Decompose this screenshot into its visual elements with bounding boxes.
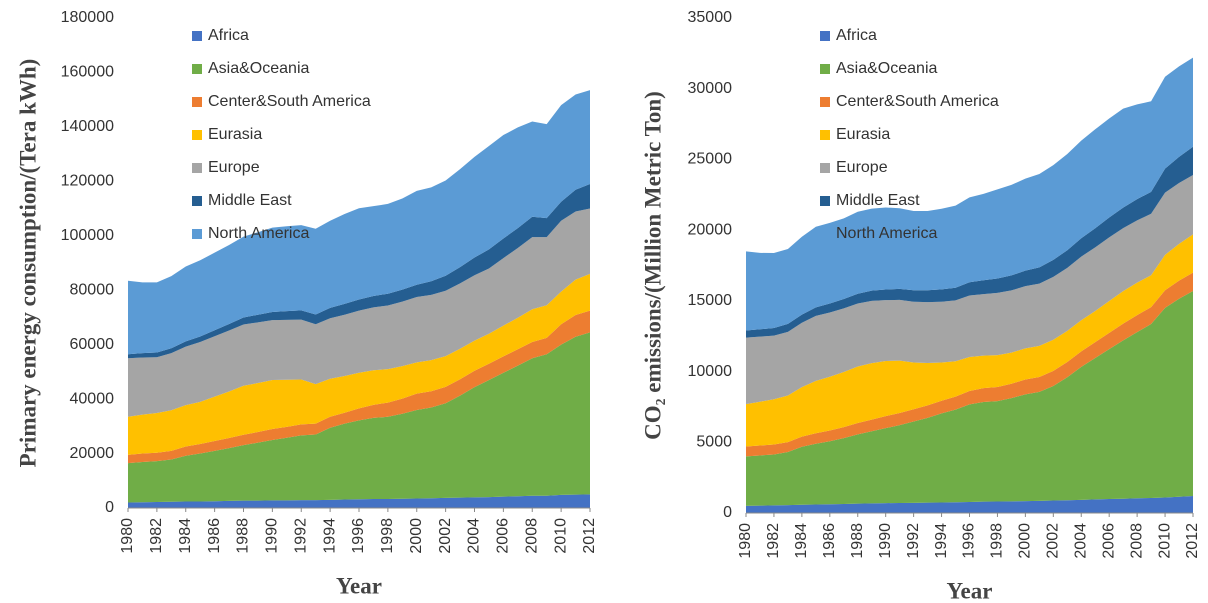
x-tick-label: 1998 bbox=[379, 518, 396, 554]
y-tick-label: 40000 bbox=[70, 390, 115, 407]
x-tick-label: 1984 bbox=[177, 518, 194, 554]
y-tick-label: 160000 bbox=[61, 64, 114, 81]
legend-label: Europe bbox=[208, 159, 260, 176]
y-tick-label: 25000 bbox=[688, 151, 733, 168]
x-tick-label: 2012 bbox=[1184, 523, 1201, 559]
x-tick-label: 1994 bbox=[321, 518, 338, 554]
y-tick-label: 0 bbox=[105, 499, 114, 516]
legend-label: Asia&Oceania bbox=[208, 60, 309, 77]
area bbox=[128, 332, 590, 503]
x-tick-label: 1982 bbox=[765, 523, 782, 559]
y-tick-label: 120000 bbox=[61, 173, 114, 190]
x-tick-label: 1992 bbox=[905, 523, 922, 559]
x-tick-label: 2002 bbox=[1045, 523, 1062, 559]
legend-label: Center&South America bbox=[836, 93, 999, 110]
legend-swatch bbox=[192, 163, 202, 173]
legend-swatch bbox=[192, 97, 202, 107]
area bbox=[746, 57, 1193, 331]
legend-swatch bbox=[820, 163, 830, 173]
legend-label: North America bbox=[208, 225, 309, 242]
legend-label: Eurasia bbox=[836, 126, 890, 143]
legend-label: Europe bbox=[836, 159, 888, 176]
x-tick-label: 2000 bbox=[408, 518, 425, 554]
legend-swatch bbox=[820, 130, 830, 140]
legend-swatch bbox=[820, 64, 830, 74]
y-axis-title: CO₂ emissions/(Million Metric Ton) bbox=[640, 91, 665, 440]
y-tick-label: 30000 bbox=[688, 80, 733, 97]
y-tick-label: 60000 bbox=[70, 336, 115, 353]
y-tick-label: 100000 bbox=[61, 227, 114, 244]
x-axis-title: Year bbox=[336, 573, 382, 598]
legend-label: Center&South America bbox=[208, 93, 371, 110]
x-tick-label: 1996 bbox=[350, 518, 367, 554]
y-axis-title: Primary energy consumption/(Tera kWh) bbox=[15, 59, 40, 468]
area bbox=[128, 90, 590, 355]
x-tick-label: 1982 bbox=[148, 518, 165, 554]
area bbox=[746, 234, 1193, 447]
legend-swatch bbox=[192, 229, 202, 239]
y-tick-label: 15000 bbox=[688, 292, 733, 309]
x-tick-label: 2008 bbox=[523, 518, 540, 554]
x-tick-label: 1994 bbox=[933, 523, 950, 559]
y-tick-label: 5000 bbox=[696, 434, 732, 451]
x-tick-label: 2010 bbox=[552, 518, 569, 554]
y-tick-label: 20000 bbox=[70, 445, 115, 462]
area bbox=[128, 208, 590, 417]
legend-swatch bbox=[820, 31, 830, 41]
area bbox=[746, 174, 1193, 405]
area bbox=[746, 290, 1193, 506]
x-axis-title: Year bbox=[947, 578, 993, 603]
area bbox=[128, 273, 590, 455]
legend-label: Eurasia bbox=[208, 126, 262, 143]
x-tick-label: 2006 bbox=[1100, 523, 1117, 559]
y-tick-label: 80000 bbox=[70, 281, 115, 298]
x-tick-label: 1998 bbox=[989, 523, 1006, 559]
y-tick-label: 35000 bbox=[688, 9, 733, 26]
x-tick-label: 1980 bbox=[119, 518, 136, 554]
legend-swatch bbox=[820, 97, 830, 107]
legend-swatch bbox=[192, 196, 202, 206]
x-tick-label: 2006 bbox=[495, 518, 512, 554]
x-tick-label: 2010 bbox=[1156, 523, 1173, 559]
area bbox=[746, 496, 1193, 513]
y-tick-label: 140000 bbox=[61, 118, 114, 135]
legend-swatch bbox=[192, 31, 202, 41]
x-tick-label: 1992 bbox=[292, 518, 309, 554]
legend-swatch bbox=[192, 130, 202, 140]
area bbox=[128, 494, 590, 508]
legend-label: Asia&Oceania bbox=[836, 60, 937, 77]
y-tick-label: 20000 bbox=[688, 221, 733, 238]
x-tick-label: 1984 bbox=[793, 523, 810, 559]
x-tick-label: 2000 bbox=[1017, 523, 1034, 559]
x-tick-label: 2012 bbox=[581, 518, 598, 554]
x-tick-label: 1996 bbox=[961, 523, 978, 559]
x-tick-label: 1980 bbox=[737, 523, 754, 559]
x-tick-label: 2004 bbox=[1072, 523, 1089, 559]
x-tick-label: 1988 bbox=[235, 518, 252, 554]
y-tick-label: 10000 bbox=[688, 363, 733, 380]
legend-swatch bbox=[820, 196, 830, 206]
legend-swatch bbox=[820, 229, 830, 239]
legend-label: Middle East bbox=[836, 192, 920, 209]
legend-label: Middle East bbox=[208, 192, 292, 209]
x-tick-label: 1986 bbox=[206, 518, 223, 554]
legend-label: North America bbox=[836, 225, 937, 242]
x-tick-label: 2002 bbox=[437, 518, 454, 554]
x-tick-label: 2004 bbox=[466, 518, 483, 554]
x-tick-label: 1986 bbox=[821, 523, 838, 559]
y-tick-label: 180000 bbox=[61, 9, 114, 26]
x-tick-label: 1988 bbox=[849, 523, 866, 559]
legend-swatch bbox=[192, 64, 202, 74]
y-tick-label: 0 bbox=[723, 504, 732, 521]
legend-label: Africa bbox=[208, 27, 249, 44]
x-tick-label: 1990 bbox=[264, 518, 281, 554]
legend-label: Africa bbox=[836, 27, 877, 44]
x-tick-label: 1990 bbox=[877, 523, 894, 559]
x-tick-label: 2008 bbox=[1128, 523, 1145, 559]
